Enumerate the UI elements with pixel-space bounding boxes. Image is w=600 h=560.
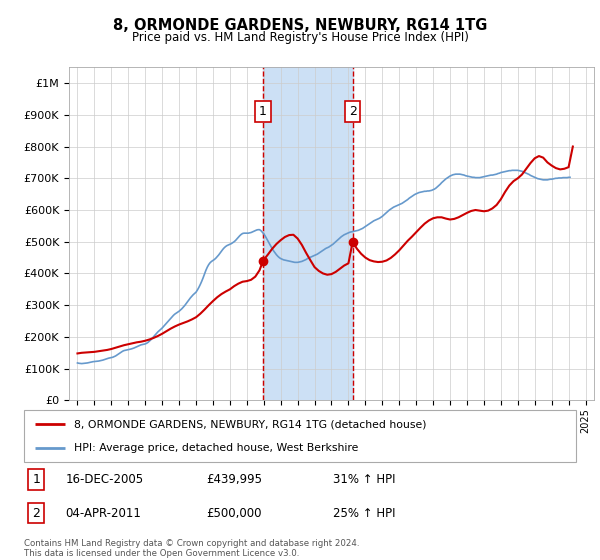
Text: 16-DEC-2005: 16-DEC-2005 bbox=[65, 473, 143, 486]
Text: 1: 1 bbox=[259, 105, 267, 118]
Text: Price paid vs. HM Land Registry's House Price Index (HPI): Price paid vs. HM Land Registry's House … bbox=[131, 31, 469, 44]
Text: 2: 2 bbox=[349, 105, 356, 118]
Text: HPI: Average price, detached house, West Berkshire: HPI: Average price, detached house, West… bbox=[74, 443, 358, 453]
Text: 31% ↑ HPI: 31% ↑ HPI bbox=[333, 473, 395, 486]
Text: £500,000: £500,000 bbox=[206, 507, 262, 520]
Text: 2: 2 bbox=[32, 507, 40, 520]
Text: 8, ORMONDE GARDENS, NEWBURY, RG14 1TG: 8, ORMONDE GARDENS, NEWBURY, RG14 1TG bbox=[113, 18, 487, 33]
Text: Contains HM Land Registry data © Crown copyright and database right 2024.
This d: Contains HM Land Registry data © Crown c… bbox=[24, 539, 359, 558]
Text: 1: 1 bbox=[32, 473, 40, 486]
Text: 04-APR-2011: 04-APR-2011 bbox=[65, 507, 141, 520]
Text: £439,995: £439,995 bbox=[206, 473, 262, 486]
Text: 25% ↑ HPI: 25% ↑ HPI bbox=[333, 507, 395, 520]
Bar bbox=[263, 67, 353, 400]
Text: 8, ORMONDE GARDENS, NEWBURY, RG14 1TG (detached house): 8, ORMONDE GARDENS, NEWBURY, RG14 1TG (d… bbox=[74, 419, 426, 430]
